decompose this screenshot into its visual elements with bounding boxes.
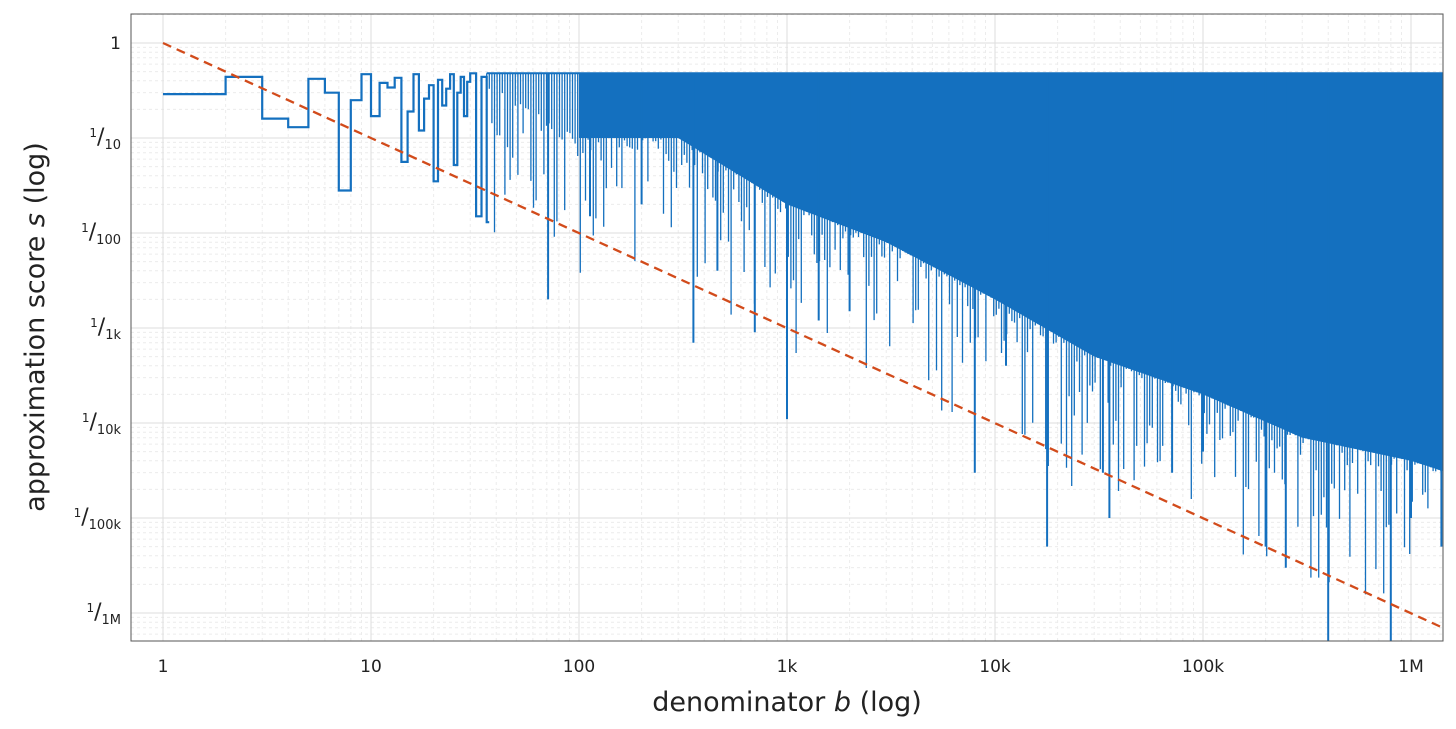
x-tick-label: 100 xyxy=(563,657,595,677)
x-axis-label: denominator b (log) xyxy=(652,687,922,718)
y-tick-fraction-slash: / xyxy=(81,505,89,530)
y-tick-fraction-slash: / xyxy=(90,410,98,435)
y-tick-denominator: 1M xyxy=(102,613,122,628)
y-tick-label: 1/100 xyxy=(81,220,121,248)
x-axis-label-suffix: (log) xyxy=(851,687,922,718)
x-tick-label: 100k xyxy=(1182,657,1224,677)
x-tick-label: 1 xyxy=(158,657,169,677)
y-axis-label: approximation score s (log) xyxy=(20,142,51,512)
y-axis-label-variable: s xyxy=(20,213,51,227)
reference-dashed-line xyxy=(162,41,1442,629)
x-tick-label: 10 xyxy=(360,657,382,677)
x-tick-label: 10k xyxy=(979,657,1011,677)
y-tick-label: 1/1M xyxy=(86,600,121,628)
y-tick-label: 1/100k xyxy=(74,505,122,533)
series-layer xyxy=(162,41,1443,641)
y-tick-numerator: 1 xyxy=(86,601,94,615)
plot-frame xyxy=(130,13,1444,642)
y-tick-numerator: 1 xyxy=(74,506,82,520)
y-tick-numerator: 1 xyxy=(81,221,89,235)
y-tick-numerator: 1 xyxy=(89,126,97,140)
score-series-dense-band xyxy=(579,73,1443,472)
y-tick-fraction-slash: / xyxy=(89,220,97,245)
x-axis-label-variable: b xyxy=(834,687,851,718)
y-tick-fraction-slash: / xyxy=(94,600,102,625)
y-tick-numerator: 1 xyxy=(82,411,90,425)
y-tick-label: 1/10 xyxy=(89,125,121,153)
x-axis-label-prefix: denominator xyxy=(652,687,834,718)
y-axis-label-prefix: approximation score xyxy=(20,227,51,512)
y-tick-label: 1/1k xyxy=(90,315,121,343)
y-tick-denominator: 1k xyxy=(105,328,121,343)
series-group xyxy=(162,41,1443,641)
y-tick-fraction-slash: / xyxy=(97,125,105,150)
score-series-step-line xyxy=(163,72,490,224)
y-tick-denominator: 10k xyxy=(97,423,122,438)
y-tick-denominator: 10 xyxy=(104,138,121,153)
x-tick-label: 1M xyxy=(1398,657,1423,677)
y-tick-label: 1 xyxy=(110,34,121,54)
x-ticks: 1 10 100 1k 10k 100k 1M xyxy=(158,657,1424,677)
y-tick-fraction-slash: / xyxy=(98,315,106,340)
y-tick-denominator: 100k xyxy=(89,518,122,533)
y-tick-numerator: 1 xyxy=(90,316,98,330)
y-tick-denominator: 100 xyxy=(96,233,121,248)
x-tick-label: 1k xyxy=(777,657,798,677)
y-tick-label: 1/10k xyxy=(82,410,122,438)
y-axis-label-suffix: (log) xyxy=(20,142,51,213)
